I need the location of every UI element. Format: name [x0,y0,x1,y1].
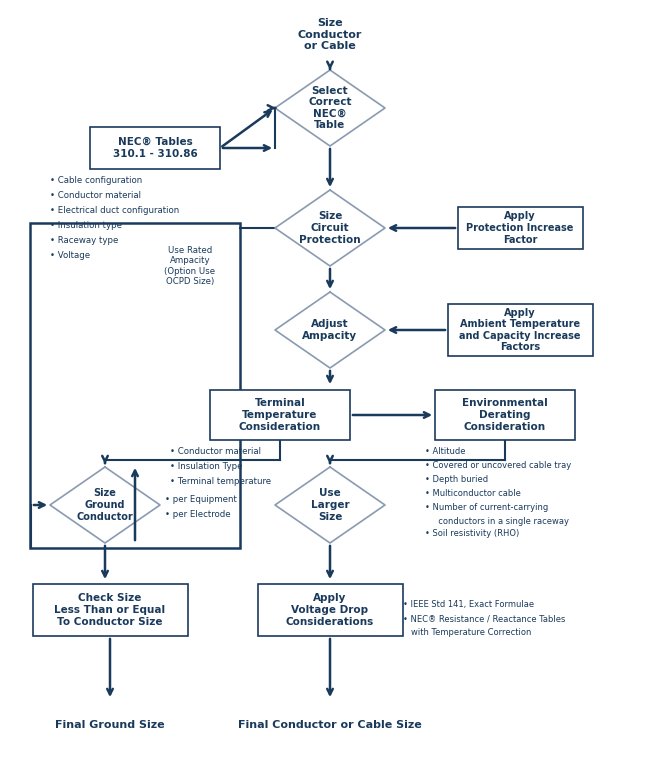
Text: • Insulation type: • Insulation type [50,221,122,230]
Bar [210,390,350,440]
Text: Select
Correct
NEC®
Table: Select Correct NEC® Table [308,85,351,131]
Text: conductors in a single raceway: conductors in a single raceway [433,517,569,526]
Text: with Temperature Correction: with Temperature Correction [411,628,531,637]
Bar [90,127,220,169]
Polygon shape [275,292,385,368]
Text: Size
Conductor
or Cable: Size Conductor or Cable [298,18,363,51]
Text: Use Rated
Ampacity
(Option Use
OCPD Size): Use Rated Ampacity (Option Use OCPD Size… [164,246,216,286]
Text: Final Conductor or Cable Size: Final Conductor or Cable Size [238,720,422,730]
Text: • per Equipment: • per Equipment [165,495,237,504]
Bar [33,584,188,636]
Text: Apply
Protection Increase
Factor: Apply Protection Increase Factor [466,211,574,245]
Text: Environmental
Derating
Consideration: Environmental Derating Consideration [462,399,548,431]
Text: • Covered or uncovered cable tray: • Covered or uncovered cable tray [425,461,571,470]
Bar [435,390,575,440]
Text: • Multiconductor cable: • Multiconductor cable [425,489,521,498]
Text: Apply
Voltage Drop
Considerations: Apply Voltage Drop Considerations [286,594,374,626]
Text: • Insulation Type: • Insulation Type [170,462,243,471]
Text: • Voltage: • Voltage [50,251,90,260]
Bar [447,304,593,356]
Bar [458,207,582,249]
Polygon shape [275,70,385,146]
Text: • Number of current-carrying: • Number of current-carrying [425,503,548,512]
Bar [258,584,402,636]
Text: Final Ground Size: Final Ground Size [55,720,165,730]
Text: • Electrical duct configuration: • Electrical duct configuration [50,206,179,215]
Text: Apply
Ambient Temperature
and Capacity Increase
Factors: Apply Ambient Temperature and Capacity I… [459,308,581,353]
Text: • Soil resistivity (RHO): • Soil resistivity (RHO) [425,529,519,538]
Text: Size
Circuit
Protection: Size Circuit Protection [299,211,361,245]
Text: • IEEE Std 141, Exact Formulae: • IEEE Std 141, Exact Formulae [403,600,534,609]
Text: • Depth buried: • Depth buried [425,475,488,484]
Text: • Raceway type: • Raceway type [50,236,119,245]
Text: • Conductor material: • Conductor material [170,447,261,456]
Text: Check Size
Less Than or Equal
To Conductor Size: Check Size Less Than or Equal To Conduct… [54,594,166,626]
Text: NEC® Tables
310.1 - 310.86: NEC® Tables 310.1 - 310.86 [113,138,198,159]
Text: • Altitude: • Altitude [425,447,466,456]
Text: Terminal
Temperature
Consideration: Terminal Temperature Consideration [239,399,321,431]
Bar [30,223,240,548]
Text: Size
Ground
Conductor: Size Ground Conductor [77,489,134,521]
Polygon shape [275,190,385,266]
Text: • per Electrode: • per Electrode [165,510,231,519]
Text: • Conductor material: • Conductor material [50,191,141,200]
Polygon shape [275,467,385,543]
Text: Use
Larger
Size: Use Larger Size [311,489,349,521]
Text: • Terminal temperature: • Terminal temperature [170,477,271,486]
Text: • Cable configuration: • Cable configuration [50,176,142,185]
Polygon shape [50,467,160,543]
Text: Adjust
Ampacity: Adjust Ampacity [303,319,357,341]
Text: • NEC® Resistance / Reactance Tables: • NEC® Resistance / Reactance Tables [403,614,565,623]
